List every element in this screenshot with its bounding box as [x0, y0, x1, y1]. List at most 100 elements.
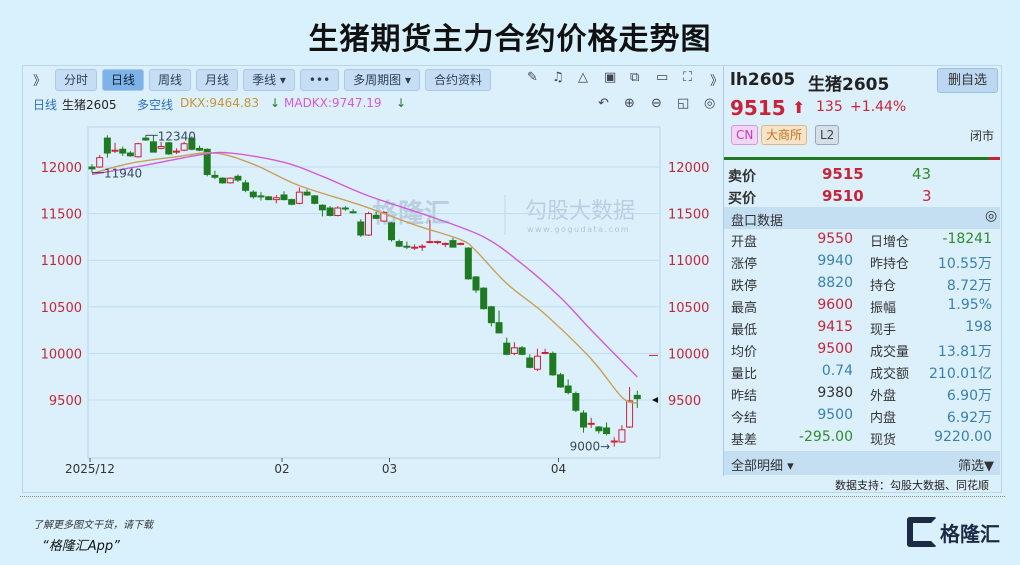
copy-icon[interactable]: ⧉: [630, 70, 640, 85]
fullscreen-icon[interactable]: ⛶: [683, 70, 693, 85]
toolbar-button[interactable]: 日线: [102, 69, 145, 91]
candle-up: [380, 212, 388, 222]
candle-down: [464, 247, 472, 280]
candle-up: [533, 355, 541, 370]
candle-up: [434, 241, 442, 244]
candle-down: [603, 427, 611, 435]
logo-icon: [907, 517, 937, 547]
screen-icon[interactable]: ▭: [656, 70, 669, 85]
book-value: 0.74: [821, 363, 853, 379]
book-label: 昨持仓: [870, 257, 910, 272]
badge-l2: L2: [815, 125, 840, 145]
candle-up: [180, 143, 188, 151]
candle-down: [518, 347, 526, 355]
legend-period: 日线: [33, 98, 58, 112]
y-tick-left: 10000: [41, 347, 82, 362]
alert-icon[interactable]: △: [578, 70, 588, 85]
candle-down: [495, 322, 503, 334]
book-value: 9500: [817, 341, 853, 357]
book-label: 昨结: [731, 389, 758, 404]
y-tick-left: 9500: [49, 394, 82, 409]
more-icon[interactable]: 》: [710, 74, 724, 89]
candle-up: [457, 242, 465, 245]
ask-label: 卖价: [728, 169, 756, 185]
candle-down: [388, 222, 396, 241]
book-value: 8.72万: [946, 278, 992, 294]
candle-up: [610, 440, 618, 443]
all-details-dropdown[interactable]: 全部明细 ▾: [731, 459, 794, 474]
candle-up: [418, 245, 426, 248]
candle-down: [326, 207, 334, 216]
candle-down: [288, 199, 296, 205]
candle-down: [149, 141, 157, 153]
candle-up: [587, 422, 595, 425]
book-label: 均价: [731, 345, 758, 360]
y-tick-left: 12000: [41, 161, 82, 176]
book-value: -18241: [942, 231, 992, 247]
book-value: 1.95%: [947, 297, 992, 313]
candle-up: [172, 150, 180, 153]
toolbar-button[interactable]: •••: [299, 69, 340, 91]
pen-icon[interactable]: ✎: [527, 70, 538, 85]
candle-up: [364, 213, 372, 236]
remove-watchlist-button[interactable]: 删自选: [937, 68, 998, 93]
book-header: [724, 207, 1000, 229]
badge-cn: CN: [731, 125, 759, 145]
legend-madkx: MADKX:9747.19: [284, 96, 382, 110]
settings-icon[interactable]: ◎: [704, 96, 716, 111]
candle-down: [126, 152, 134, 157]
toolbar-button[interactable]: 月线: [196, 69, 239, 91]
candle-down: [318, 204, 326, 211]
toolbar-button[interactable]: 多周期图 ▾: [344, 69, 420, 91]
candle-down: [480, 287, 488, 310]
settings-icon[interactable]: ◎: [985, 208, 998, 224]
book-label: 内盘: [870, 411, 897, 426]
candle-down: [265, 196, 273, 201]
order-ratio-bar-bid: [989, 157, 1000, 160]
ask-price: 9515: [822, 165, 864, 183]
candle-down: [487, 306, 495, 324]
book-label: 外盘: [870, 389, 897, 404]
candle-up: [96, 157, 104, 168]
legend-contract: 生猪2605: [62, 98, 117, 112]
candle-down: [357, 221, 365, 236]
toolbar-button[interactable]: 合约资料: [424, 69, 491, 91]
footer-text: 了解更多图文干货，请下载: [33, 520, 153, 531]
book-value: -295.00: [798, 429, 853, 445]
book-label: 现货: [870, 433, 897, 448]
zoom-in-icon[interactable]: ⊕: [624, 96, 635, 111]
watermark: 勾股大数据: [525, 199, 635, 224]
bell-icon[interactable]: ♫: [552, 70, 564, 85]
candle-up: [272, 197, 280, 201]
book-value: 9380: [817, 385, 853, 401]
toolbar-button[interactable]: 分时: [55, 69, 98, 91]
layout-icon[interactable]: ◱: [677, 96, 690, 111]
book-value: 9220.00: [934, 429, 992, 445]
candle-down: [633, 394, 641, 400]
book-label: 成交额: [870, 367, 910, 382]
candle-up: [334, 207, 342, 216]
legend-indicator[interactable]: 多空线: [137, 98, 174, 112]
market-status: 闭市: [970, 129, 995, 143]
undo-icon[interactable]: ↶: [598, 96, 609, 111]
toolbar-button[interactable]: 周线: [149, 69, 192, 91]
candle-down: [503, 342, 511, 355]
divider: [20, 496, 1005, 497]
period-toolbar: 分时 日线 周线 月线 季线 ▾ ••• 多周期图 ▾ 合约资料: [55, 69, 491, 91]
y-tick-right: 11000: [668, 254, 709, 269]
candle-down: [580, 412, 588, 428]
book-label: 持仓: [870, 279, 897, 294]
candle-down: [403, 245, 411, 248]
collapse-sidebar-button[interactable]: 》: [33, 74, 47, 89]
plot-area: [87, 126, 661, 459]
clipboard-icon[interactable]: ▣: [604, 70, 617, 85]
zoom-out-icon[interactable]: ⊖: [651, 96, 662, 111]
order-ratio-bar: [724, 157, 989, 160]
book-value: 9600: [817, 297, 853, 313]
up-arrow-icon: ⬆: [792, 98, 806, 117]
toolbar-button[interactable]: 季线 ▾: [243, 69, 295, 91]
last-price: 9515: [730, 96, 786, 120]
annotation-label: 9000→: [570, 440, 611, 454]
filter-button[interactable]: 筛选▼: [958, 459, 994, 474]
